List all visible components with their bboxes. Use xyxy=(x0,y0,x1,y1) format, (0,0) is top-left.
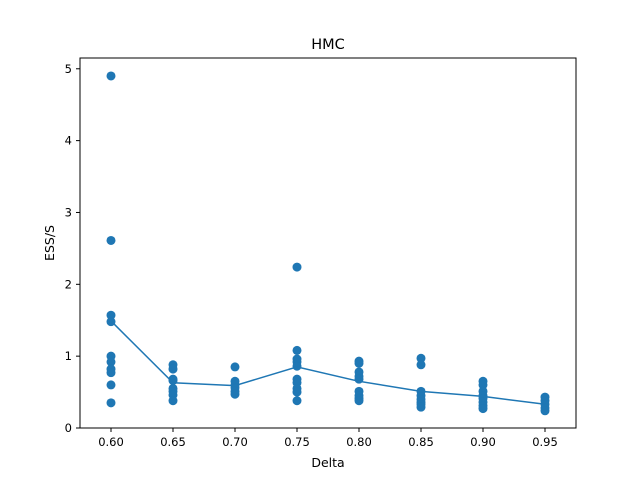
y-tick-label: 0 xyxy=(65,421,72,435)
scatter-point xyxy=(230,362,240,372)
y-axis: 0 1 2 3 4 5 xyxy=(65,62,80,435)
scatter-point xyxy=(168,364,178,374)
mean-line xyxy=(110,320,546,406)
scatter-point xyxy=(106,71,116,81)
scatter-point xyxy=(168,396,178,406)
scatter-point xyxy=(106,398,116,408)
scatter-point xyxy=(478,404,488,414)
y-tick-label: 1 xyxy=(65,349,72,363)
scatter-point xyxy=(106,357,116,367)
scatter-point xyxy=(540,406,550,416)
scatter-point xyxy=(416,402,426,412)
x-tick-label: 0.75 xyxy=(284,435,310,449)
scatter-point xyxy=(230,389,240,399)
x-tick-label: 0.70 xyxy=(222,435,248,449)
scatter-point xyxy=(478,380,488,390)
x-tick-label: 0.60 xyxy=(98,435,124,449)
y-tick-label: 2 xyxy=(65,277,72,291)
plot-marks xyxy=(106,71,550,416)
scatter-point xyxy=(416,353,426,363)
chart-title: HMC xyxy=(311,37,345,53)
scatter-point xyxy=(292,387,302,397)
scatter-point xyxy=(354,396,364,406)
scatter-point xyxy=(106,380,116,390)
y-tick-label: 4 xyxy=(65,134,72,148)
x-tick-label: 0.95 xyxy=(532,435,558,449)
x-tick-label: 0.90 xyxy=(470,435,496,449)
x-tick-label: 0.80 xyxy=(346,435,372,449)
x-tick-label: 0.65 xyxy=(160,435,186,449)
y-tick-label: 5 xyxy=(65,62,72,76)
scatter-point xyxy=(106,310,116,320)
scatter-point xyxy=(292,345,302,355)
scatter-point xyxy=(292,262,302,272)
y-axis-label: ESS/S xyxy=(42,225,57,261)
scatter-point xyxy=(106,368,116,378)
x-axis: 0.60 0.65 0.70 0.75 0.80 0.85 0.90 0.95 xyxy=(98,428,558,449)
scatter-point xyxy=(106,235,116,245)
scatter-point xyxy=(292,396,302,406)
x-tick-label: 0.85 xyxy=(408,435,434,449)
scatter-point xyxy=(354,358,364,368)
scatter-point xyxy=(416,360,426,370)
x-axis-label: Delta xyxy=(311,455,344,470)
axes-frame xyxy=(79,57,577,429)
y-tick-label: 3 xyxy=(65,205,72,219)
